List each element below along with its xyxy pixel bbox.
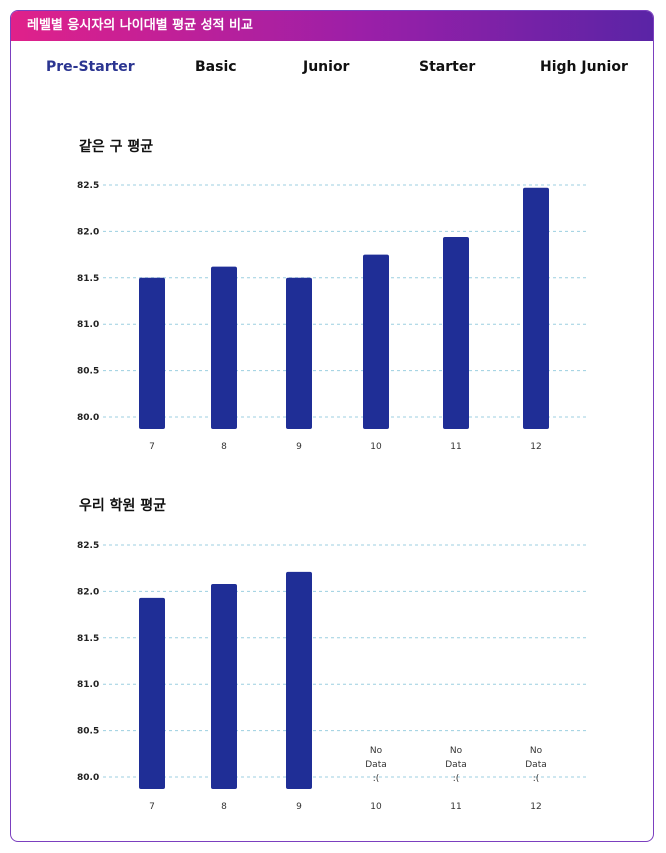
no-data-label: :( bbox=[533, 774, 540, 784]
x-tick-label: 8 bbox=[221, 442, 227, 452]
bar bbox=[211, 266, 237, 429]
y-tick-label: 82.0 bbox=[77, 587, 99, 597]
y-tick-label: 80.5 bbox=[77, 727, 99, 737]
y-tick-label: 82.0 bbox=[77, 227, 99, 237]
y-tick-label: 82.5 bbox=[77, 181, 99, 191]
score-comparison-card: 레벨별 응시자의 나이대별 평균 성적 비교 Pre-Starter Basic… bbox=[10, 10, 654, 842]
bar bbox=[139, 597, 165, 789]
y-tick-label: 80.0 bbox=[77, 413, 99, 423]
no-data-label: :( bbox=[453, 774, 460, 784]
bar bbox=[443, 236, 469, 429]
district-average-chart: 80.0 80.5 81.0 81.5 82.0 82.5 7 8 9 10 11 12 bbox=[77, 181, 589, 452]
tab-junior[interactable]: Junior bbox=[303, 59, 350, 75]
no-data-label: No bbox=[450, 746, 463, 756]
x-tick-label: 12 bbox=[530, 442, 541, 452]
academy-average-chart: 80.0 80.5 81.0 81.5 82.0 82.5 7 8 9 No Data :( 10 No D… bbox=[77, 541, 589, 812]
bar bbox=[211, 583, 237, 789]
y-tick-label: 82.5 bbox=[77, 541, 99, 551]
no-data-label: Data bbox=[445, 760, 467, 770]
card-title: 레벨별 응시자의 나이대별 평균 성적 비교 bbox=[27, 18, 253, 33]
bar bbox=[139, 277, 165, 429]
y-tick-label: 81.0 bbox=[77, 680, 99, 690]
x-tick-label: 9 bbox=[296, 802, 302, 812]
level-tabs: Pre-Starter Basic Junior Starter High Ju… bbox=[11, 59, 653, 83]
bar bbox=[523, 187, 549, 429]
x-tick-label: 8 bbox=[221, 802, 227, 812]
x-tick-label: 10 bbox=[370, 802, 382, 812]
chart-title-district: 같은 구 평균 bbox=[79, 139, 154, 155]
no-data-label: No bbox=[370, 746, 383, 756]
no-data-label: Data bbox=[365, 760, 387, 770]
x-tick-label: 11 bbox=[450, 442, 461, 452]
tab-high-junior[interactable]: High Junior bbox=[540, 59, 628, 75]
no-data-label: No bbox=[530, 746, 543, 756]
bar bbox=[363, 254, 389, 429]
tab-starter[interactable]: Starter bbox=[419, 59, 476, 75]
x-tick-label: 9 bbox=[296, 442, 302, 452]
y-tick-label: 81.0 bbox=[77, 320, 99, 330]
y-tick-label: 80.5 bbox=[77, 367, 99, 377]
bar bbox=[286, 277, 312, 429]
x-tick-label: 11 bbox=[450, 802, 461, 812]
chart-title-academy: 우리 학원 평균 bbox=[79, 498, 167, 514]
no-data-label: :( bbox=[373, 774, 380, 784]
tab-pre-starter[interactable]: Pre-Starter bbox=[46, 59, 135, 75]
x-tick-label: 10 bbox=[370, 442, 382, 452]
x-tick-label: 12 bbox=[530, 802, 541, 812]
y-tick-label: 81.5 bbox=[77, 634, 99, 644]
card-header: 레벨별 응시자의 나이대별 평균 성적 비교 bbox=[11, 11, 653, 41]
tab-basic[interactable]: Basic bbox=[195, 59, 237, 75]
bar bbox=[286, 571, 312, 789]
x-tick-label: 7 bbox=[149, 802, 155, 812]
y-tick-label: 81.5 bbox=[77, 274, 99, 284]
no-data-label: Data bbox=[525, 760, 547, 770]
y-tick-label: 80.0 bbox=[77, 773, 99, 783]
x-tick-label: 7 bbox=[149, 442, 155, 452]
